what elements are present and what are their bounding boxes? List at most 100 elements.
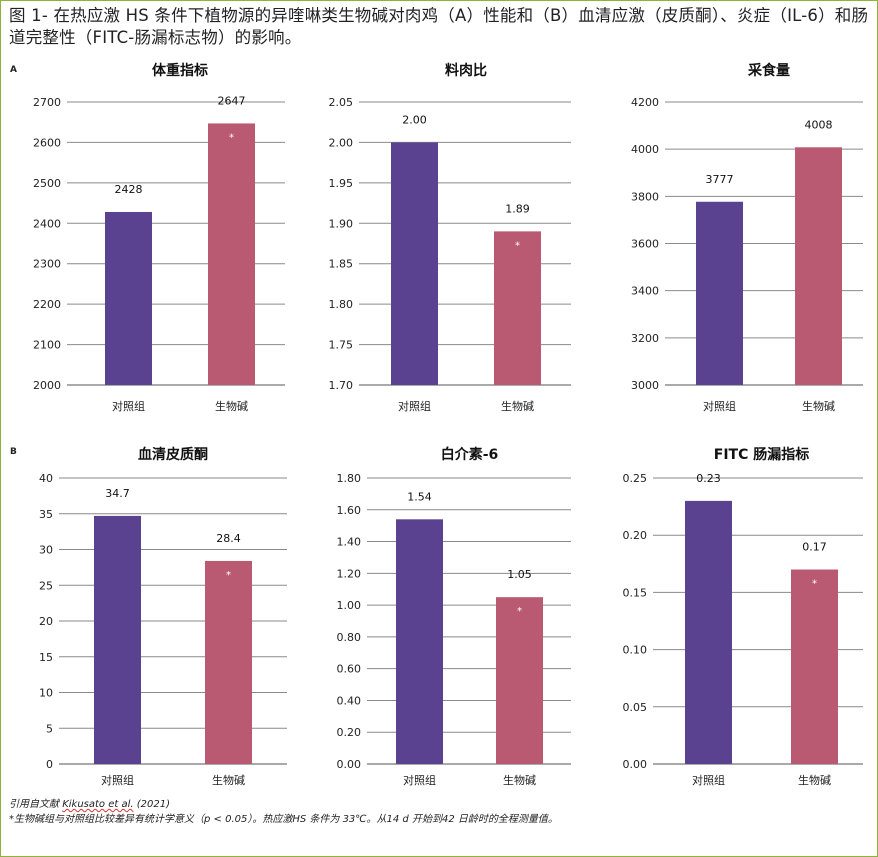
panel-label-a: A [10, 65, 17, 75]
y-tick-label: 3200 [631, 332, 659, 345]
y-tick-label: 35 [39, 508, 53, 521]
bar-alkaloid [205, 560, 252, 764]
y-tick-label: 1.80 [329, 298, 354, 311]
significance-star: * [229, 132, 234, 143]
y-tick-label: 0.80 [337, 631, 362, 644]
y-tick-label: 0.10 [623, 644, 648, 657]
category-label: 生物碱 [802, 399, 835, 413]
category-label: 对照组 [398, 399, 431, 413]
category-label: 生物碱 [798, 773, 831, 787]
data-label: 2647 [218, 94, 246, 107]
y-tick-label: 4200 [631, 96, 659, 109]
bar-alkaloid [791, 569, 838, 764]
y-tick-label: 3000 [631, 379, 659, 392]
y-tick-label: 0.00 [623, 758, 648, 771]
y-tick-label: 1.80 [337, 472, 362, 485]
chart-title: 体重指标 [152, 62, 208, 79]
y-tick-label: 0.20 [337, 726, 362, 739]
y-tick-label: 0.40 [337, 694, 362, 707]
y-tick-label: 2.00 [329, 136, 354, 149]
y-tick-label: 15 [39, 651, 53, 664]
y-tick-label: 1.90 [329, 217, 354, 230]
data-label: 1.54 [407, 490, 432, 503]
data-label: 2.00 [402, 113, 427, 126]
bar-control [105, 211, 152, 385]
bar-alkaloid [208, 123, 255, 386]
source-author: Kikusato et al. [62, 799, 134, 810]
y-tick-label: 1.00 [337, 599, 362, 612]
y-tick-label: 3600 [631, 238, 659, 251]
y-tick-label: 0.25 [623, 472, 648, 485]
data-label: 28.4 [216, 532, 241, 545]
y-tick-label: 1.75 [329, 339, 354, 352]
y-tick-label: 5 [46, 722, 53, 735]
significance-star: * [517, 606, 522, 617]
y-tick-label: 0.05 [623, 701, 648, 714]
data-label: 4008 [805, 118, 833, 131]
y-tick-label: 0.00 [337, 758, 362, 771]
bar-control [94, 515, 141, 764]
y-tick-label: 3400 [631, 285, 659, 298]
y-tick-label: 2200 [33, 298, 61, 311]
y-tick-label: 0.20 [623, 529, 648, 542]
panel-label-b: B [10, 447, 17, 457]
significance-star: * [515, 240, 520, 251]
bar-control [685, 500, 732, 764]
chart-title: FITC 肠漏指标 [714, 446, 809, 463]
significance-note: *生物碱组与对照组比较差异有统计学意义（p < 0.05）。热应激HS 条件为 … [9, 814, 558, 825]
y-tick-label: 25 [39, 579, 53, 592]
y-tick-label: 2500 [33, 177, 61, 190]
data-label: 0.23 [696, 472, 721, 485]
data-label: 1.05 [507, 568, 532, 581]
data-label: 34.7 [105, 487, 130, 500]
data-label: 0.17 [802, 541, 827, 554]
data-label: 2428 [115, 183, 143, 196]
y-tick-label: 2000 [33, 379, 61, 392]
category-label: 对照组 [112, 399, 145, 413]
source-citation: 引用自文献 Kikusato et al. (2021) [9, 797, 558, 812]
y-tick-label: 2.05 [329, 96, 354, 109]
figure-footer: 引用自文献 Kikusato et al. (2021) *生物碱组与对照组比较… [9, 797, 558, 827]
figure-title: 图 1- 在热应激 HS 条件下植物源的异喹啉类生物碱对肉鸡（A）性能和（B）血… [9, 6, 869, 47]
bar-control [396, 519, 443, 764]
category-label: 对照组 [101, 773, 134, 787]
y-tick-label: 3800 [631, 190, 659, 203]
y-tick-label: 0.60 [337, 663, 362, 676]
y-tick-label: 2100 [33, 339, 61, 352]
chart-title: 采食量 [747, 62, 790, 79]
charts-canvas: 体重指标 2000 2100 2200 2300 2400 2500 2600 2700 2428… [33, 62, 863, 787]
y-tick-label: 2600 [33, 136, 61, 149]
significance-star: * [812, 579, 817, 590]
y-tick-label: 4000 [631, 143, 659, 156]
chart-title: 白介素-6 [441, 446, 499, 463]
y-tick-label: 2700 [33, 96, 61, 109]
bar-alkaloid [795, 147, 842, 385]
significance-star: * [226, 570, 231, 581]
bar-control [391, 142, 438, 385]
source-prefix: 引用自文献 [9, 799, 63, 810]
chart-title: 血清皮质酮 [138, 446, 208, 463]
bar-alkaloid [494, 231, 541, 385]
category-label: 生物碱 [501, 399, 534, 413]
y-tick-label: 0.15 [623, 586, 648, 599]
category-label: 生物碱 [215, 399, 248, 413]
data-label: 3777 [706, 173, 734, 186]
y-tick-label: 1.40 [337, 536, 362, 549]
category-label: 对照组 [703, 399, 736, 413]
y-tick-label: 1.70 [329, 379, 354, 392]
bar-alkaloid [496, 597, 543, 764]
y-tick-label: 1.85 [329, 258, 354, 271]
data-label: 1.89 [505, 202, 530, 215]
category-label: 对照组 [403, 773, 436, 787]
y-tick-label: 0 [46, 758, 53, 771]
source-year: (2021) [133, 799, 170, 810]
y-tick-label: 1.20 [337, 567, 362, 580]
y-tick-label: 20 [39, 615, 53, 628]
category-label: 生物碱 [503, 773, 536, 787]
y-tick-label: 40 [39, 472, 53, 485]
y-tick-label: 30 [39, 544, 53, 557]
bar-control [696, 201, 743, 385]
y-tick-label: 2400 [33, 217, 61, 230]
chart-title: 料肉比 [445, 62, 487, 79]
